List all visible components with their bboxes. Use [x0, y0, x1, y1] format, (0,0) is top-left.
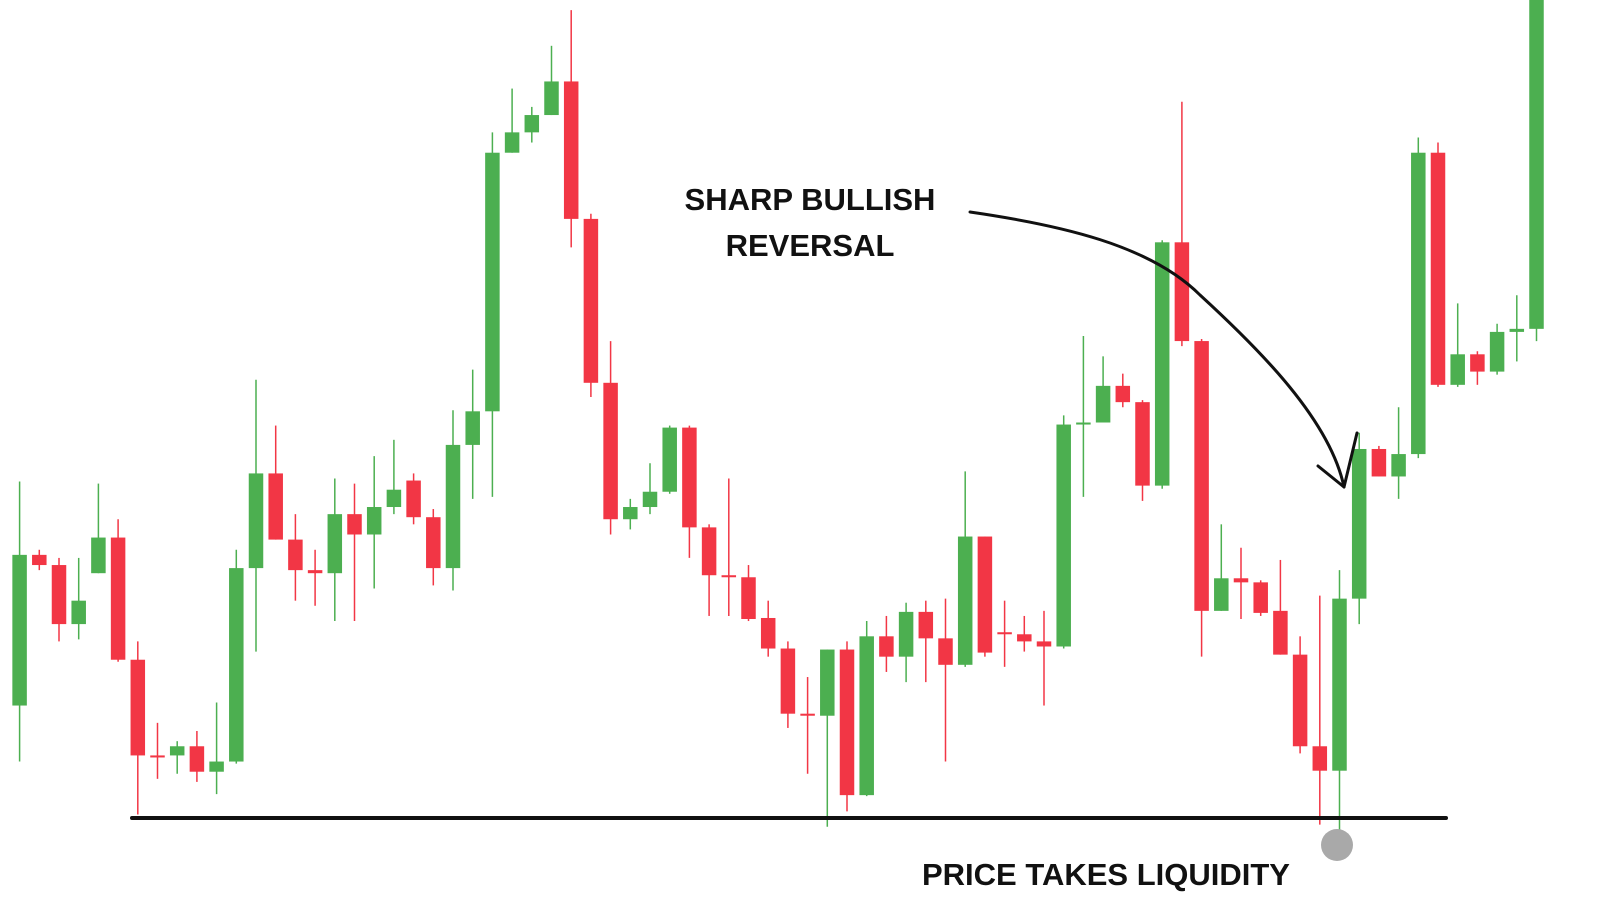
candle-body [485, 152, 500, 412]
candle-body [721, 575, 737, 578]
candle-body [544, 81, 559, 116]
candle-body [426, 517, 441, 569]
arrow-head [1316, 431, 1359, 489]
candle-body [701, 527, 717, 576]
candle-body [1076, 422, 1091, 425]
candle-body [248, 473, 264, 569]
candle-body [938, 638, 953, 665]
candle-body [1529, 0, 1544, 329]
candle-body [366, 507, 382, 535]
candle-body [504, 132, 520, 153]
candle-body [583, 218, 599, 383]
candle-body [347, 514, 362, 535]
candle-body [465, 411, 480, 445]
candle-body [406, 480, 421, 518]
candle-body [169, 746, 185, 756]
candle-body [209, 761, 224, 772]
candle-body [682, 427, 697, 528]
candle-body [642, 491, 658, 508]
candle-body [1154, 242, 1170, 486]
candle-body [1470, 354, 1485, 372]
candle-body [1056, 424, 1071, 647]
liquidity-marker [1321, 829, 1353, 861]
candle-body [1095, 385, 1111, 423]
candle-body [189, 746, 205, 772]
candle-body [445, 444, 461, 569]
candle-body [623, 507, 638, 520]
candle-body [268, 473, 283, 540]
candle-body [918, 611, 934, 639]
candle-body [957, 536, 973, 665]
candle-body [1174, 242, 1190, 342]
candle-body [307, 570, 323, 574]
candle-body [71, 600, 86, 625]
candle-body [662, 427, 677, 492]
candle-body [1312, 746, 1328, 771]
annotation-text: SHARP BULLISH [685, 182, 936, 217]
candle-body [859, 636, 874, 796]
candle-body [800, 713, 815, 716]
candle-body [1489, 331, 1505, 372]
annotation-text: REVERSAL [726, 228, 895, 263]
candle-body [110, 537, 126, 660]
candle-body [327, 514, 343, 574]
candle-body [130, 659, 146, 756]
candle-body [1371, 448, 1387, 477]
candle-body [1233, 578, 1249, 583]
candle-body [51, 565, 67, 625]
candle-body [1194, 341, 1209, 611]
candle-body [1332, 598, 1347, 771]
candle-body [741, 577, 756, 620]
candle-body [563, 81, 579, 219]
candle-body [977, 536, 993, 653]
candle-body [1411, 152, 1426, 455]
candle-body [524, 115, 540, 133]
candle-body [1135, 402, 1150, 486]
candle-body [1391, 454, 1406, 477]
candle-body [288, 539, 303, 571]
candle-body [879, 636, 894, 657]
candle-body [1273, 610, 1288, 655]
candle-body [91, 537, 106, 574]
annotation-arrow [968, 210, 1346, 489]
candle-body [898, 611, 914, 657]
candle-body [1292, 654, 1308, 747]
candle-body [820, 649, 835, 716]
candle-body [1450, 354, 1465, 385]
candle-body [1253, 582, 1268, 613]
candle-body [760, 617, 776, 649]
candle-body [603, 382, 618, 520]
candle-body [780, 648, 796, 714]
candle-body [32, 554, 47, 566]
candle-body [1214, 578, 1229, 611]
candle-body [1017, 634, 1032, 642]
candle-body [1036, 641, 1052, 647]
candle-body [150, 755, 165, 758]
candle-body [229, 568, 244, 762]
candle-body [839, 649, 855, 796]
candles [12, 0, 1544, 835]
candle-body [386, 489, 402, 508]
candle-body [1351, 448, 1367, 599]
candle-body [1509, 328, 1525, 332]
annotation-text: PRICE TAKES LIQUIDITY [922, 857, 1290, 892]
candle-body [997, 632, 1012, 635]
candle-body [1430, 152, 1446, 385]
candle-body [12, 554, 27, 706]
candle-body [1115, 385, 1131, 403]
